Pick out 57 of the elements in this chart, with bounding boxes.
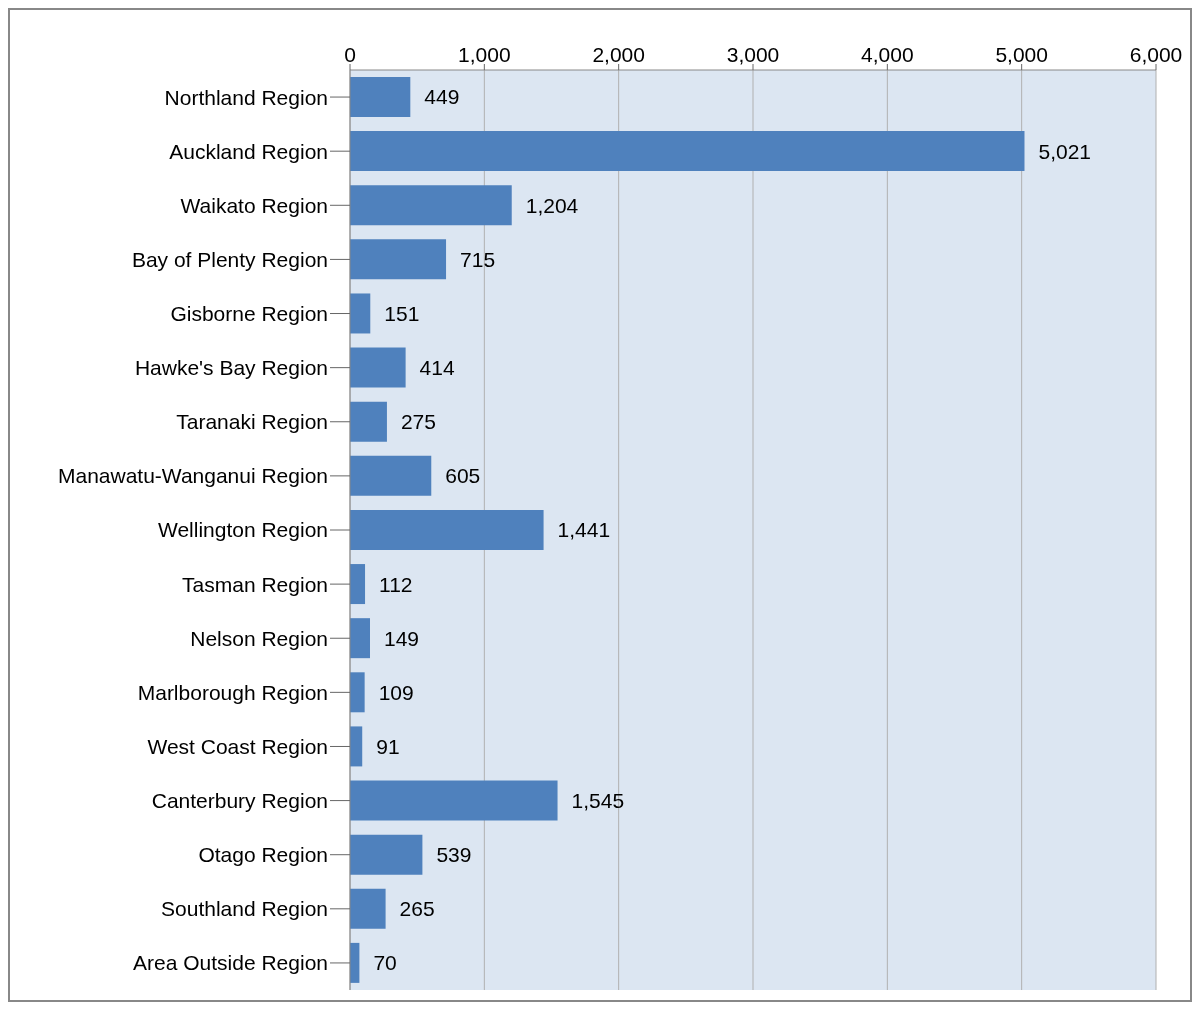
x-tick-label: 1,000 xyxy=(458,43,511,66)
bar xyxy=(350,672,365,713)
bar xyxy=(350,239,447,280)
data-label: 265 xyxy=(399,897,435,921)
bar xyxy=(350,780,558,821)
y-tick-label: Gisborne Region xyxy=(170,301,328,325)
bar xyxy=(350,185,512,226)
bar xyxy=(350,401,387,442)
y-tick-label: Marlborough Region xyxy=(137,680,328,704)
data-label: 449 xyxy=(424,85,460,109)
x-tick-label: 2,000 xyxy=(592,43,645,66)
bar xyxy=(350,455,432,496)
y-tick-label: Canterbury Region xyxy=(151,789,328,813)
x-tick-label: 4,000 xyxy=(861,43,914,66)
data-label: 109 xyxy=(378,680,414,704)
y-tick-label: Manawatu-Wanganui Region xyxy=(57,464,328,488)
x-tick-label: 3,000 xyxy=(726,43,780,66)
y-tick-label: Wellington Region xyxy=(157,518,328,542)
y-tick-label: Bay of Plenty Region xyxy=(131,247,328,271)
data-label: 1,545 xyxy=(571,788,625,812)
y-tick-label: Nelson Region xyxy=(190,626,328,650)
bar xyxy=(350,347,406,388)
y-tick-label: Area Outside Region xyxy=(133,951,328,975)
data-label: 70 xyxy=(373,951,397,975)
data-label: 1,441 xyxy=(557,518,611,542)
y-tick-label: Southland Region xyxy=(161,897,328,921)
y-tick-label: Taranaki Region xyxy=(176,410,328,434)
data-label: 414 xyxy=(419,356,455,380)
y-tick-label: Hawke's Bay Region xyxy=(134,356,328,380)
data-label: 151 xyxy=(384,301,420,325)
data-label: 149 xyxy=(384,626,420,650)
bar xyxy=(350,77,411,117)
bar xyxy=(350,618,371,659)
y-tick-label: Tasman Region xyxy=(182,572,328,596)
y-tick-label: Waikato Region xyxy=(180,193,328,217)
bar xyxy=(350,834,423,875)
y-tick-label: Otago Region xyxy=(198,843,328,867)
bar xyxy=(350,293,371,334)
data-label: 275 xyxy=(400,410,436,434)
x-tick-label: 6,000 xyxy=(1129,43,1183,66)
bar xyxy=(350,131,1025,172)
data-label: 112 xyxy=(379,572,413,596)
x-tick-label: 0 xyxy=(344,43,356,66)
y-tick-label: Auckland Region xyxy=(169,139,328,163)
data-label: 715 xyxy=(460,247,496,271)
bar xyxy=(350,726,363,767)
data-label: 91 xyxy=(376,734,400,758)
data-label: 539 xyxy=(436,843,472,867)
data-label: 605 xyxy=(445,464,481,488)
bar xyxy=(350,509,544,550)
y-tick-label: West Coast Region xyxy=(147,734,328,758)
data-label: 5,021 xyxy=(1038,139,1092,163)
x-tick-label: 5,000 xyxy=(995,43,1048,66)
y-tick-label: Northland Region xyxy=(164,85,328,109)
bar xyxy=(350,564,366,605)
bar xyxy=(350,888,386,929)
data-label: 1,204 xyxy=(525,193,579,217)
